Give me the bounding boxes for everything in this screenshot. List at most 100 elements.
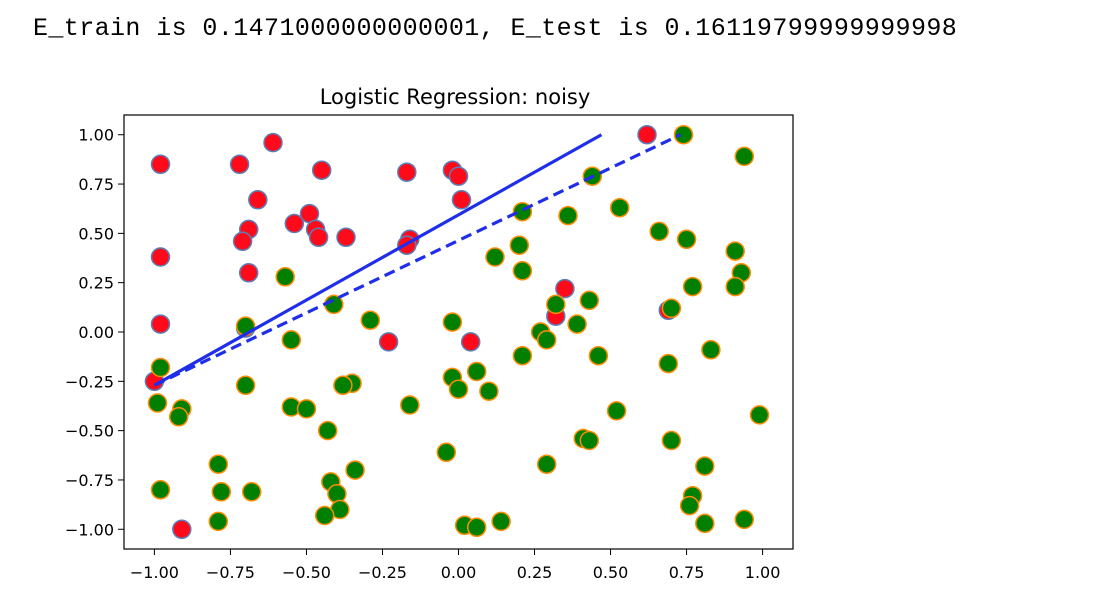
y-tick-label: −1.00 <box>65 520 114 539</box>
y-tick-label: 0.50 <box>78 224 114 243</box>
red-point <box>150 314 171 334</box>
x-axis: −1.00 −0.75 −0.50 −0.25 0.00 0.25 0.50 0.75 1.00 <box>130 549 781 582</box>
y-tick-label: 1.00 <box>78 126 114 145</box>
y-tick-label: 0.75 <box>78 175 114 194</box>
green-point <box>579 430 600 451</box>
green-point <box>676 229 697 250</box>
red-point <box>232 231 253 252</box>
x-tick-label: 0.25 <box>517 563 553 582</box>
green-point <box>485 247 505 267</box>
green-point <box>479 381 499 401</box>
green-point <box>546 294 566 315</box>
green-point <box>333 375 353 396</box>
red-point <box>284 213 305 234</box>
red-point <box>448 166 469 186</box>
red-point <box>555 278 575 299</box>
red-point <box>397 162 417 182</box>
green-point <box>317 420 338 441</box>
green-point <box>609 197 630 218</box>
green-point <box>725 241 745 261</box>
red-point <box>311 160 332 180</box>
green-point <box>436 442 457 463</box>
green-point <box>345 460 365 480</box>
y-tick-label: −0.25 <box>65 372 114 391</box>
red-point <box>378 332 399 352</box>
green-point <box>327 484 347 504</box>
x-tick-label: 0.00 <box>441 563 477 582</box>
x-tick-label: −0.25 <box>358 563 407 582</box>
green-point <box>208 511 229 532</box>
green-point <box>536 454 557 474</box>
green-point <box>673 124 694 145</box>
green-point <box>208 454 229 474</box>
green-point <box>558 205 578 226</box>
green-point <box>147 393 168 413</box>
green-point <box>725 276 745 297</box>
green-point <box>695 513 715 534</box>
y-tick-label: 0.00 <box>78 323 114 342</box>
green-point <box>448 379 469 399</box>
green-point <box>567 314 587 334</box>
x-tick-label: 0.50 <box>593 563 629 582</box>
x-tick-label: −0.50 <box>282 563 331 582</box>
green-point <box>661 298 682 319</box>
green-point <box>682 276 703 297</box>
y-tick-label: −0.50 <box>65 422 114 441</box>
red-point <box>263 132 283 153</box>
green-point <box>168 407 189 427</box>
green-point <box>701 340 721 360</box>
red-point <box>150 247 171 267</box>
green-point <box>509 235 530 255</box>
x-tick-label: 1.00 <box>745 563 781 582</box>
dashed-decision-line <box>153 133 682 387</box>
red-point <box>460 332 481 352</box>
red-point <box>172 519 192 540</box>
red-point <box>637 124 657 145</box>
red-point <box>229 154 250 175</box>
green-point <box>734 509 755 530</box>
red-point <box>308 227 329 248</box>
chart-title: Logistic Regression: noisy <box>320 85 591 109</box>
green-point <box>442 312 463 332</box>
green-point <box>150 357 171 378</box>
green-point <box>400 395 420 415</box>
green-point <box>536 330 557 350</box>
y-tick-label: 0.25 <box>78 274 114 293</box>
green-point <box>734 146 755 167</box>
green-point <box>579 290 600 311</box>
red-point <box>150 154 171 175</box>
green-point <box>360 310 381 330</box>
y-axis: 1.00 0.75 0.50 0.25 0.00 −0.25 −0.50 −0.75 −1.00 <box>65 126 124 539</box>
green-point <box>661 430 682 451</box>
green-point <box>466 361 487 382</box>
green-point <box>695 456 715 476</box>
red-point <box>451 190 472 210</box>
green-point <box>275 267 295 287</box>
x-tick-label: 0.75 <box>669 563 705 582</box>
red-point <box>336 227 356 248</box>
green-point <box>649 221 669 242</box>
green-point <box>241 482 262 502</box>
solid-decision-line <box>153 133 603 387</box>
green-point <box>235 375 256 396</box>
output-text: E_train is 0.1471000000000001, E_test is… <box>33 14 958 43</box>
green-point <box>512 261 533 281</box>
chart-marks <box>144 124 770 540</box>
green-point <box>150 480 171 500</box>
green-point <box>679 495 700 516</box>
green-point <box>211 482 232 502</box>
green-point <box>296 399 317 419</box>
decision-lines <box>153 133 682 387</box>
green-point <box>512 345 533 366</box>
green-point <box>606 401 627 421</box>
x-tick-label: −1.00 <box>130 563 179 582</box>
red-point <box>248 190 268 210</box>
y-tick-label: −0.75 <box>65 471 114 490</box>
x-tick-label: −0.75 <box>206 563 255 582</box>
green-point <box>281 330 302 350</box>
red-point <box>238 263 259 283</box>
green-point <box>466 517 487 538</box>
green-point <box>491 511 511 532</box>
green-point <box>588 345 609 366</box>
